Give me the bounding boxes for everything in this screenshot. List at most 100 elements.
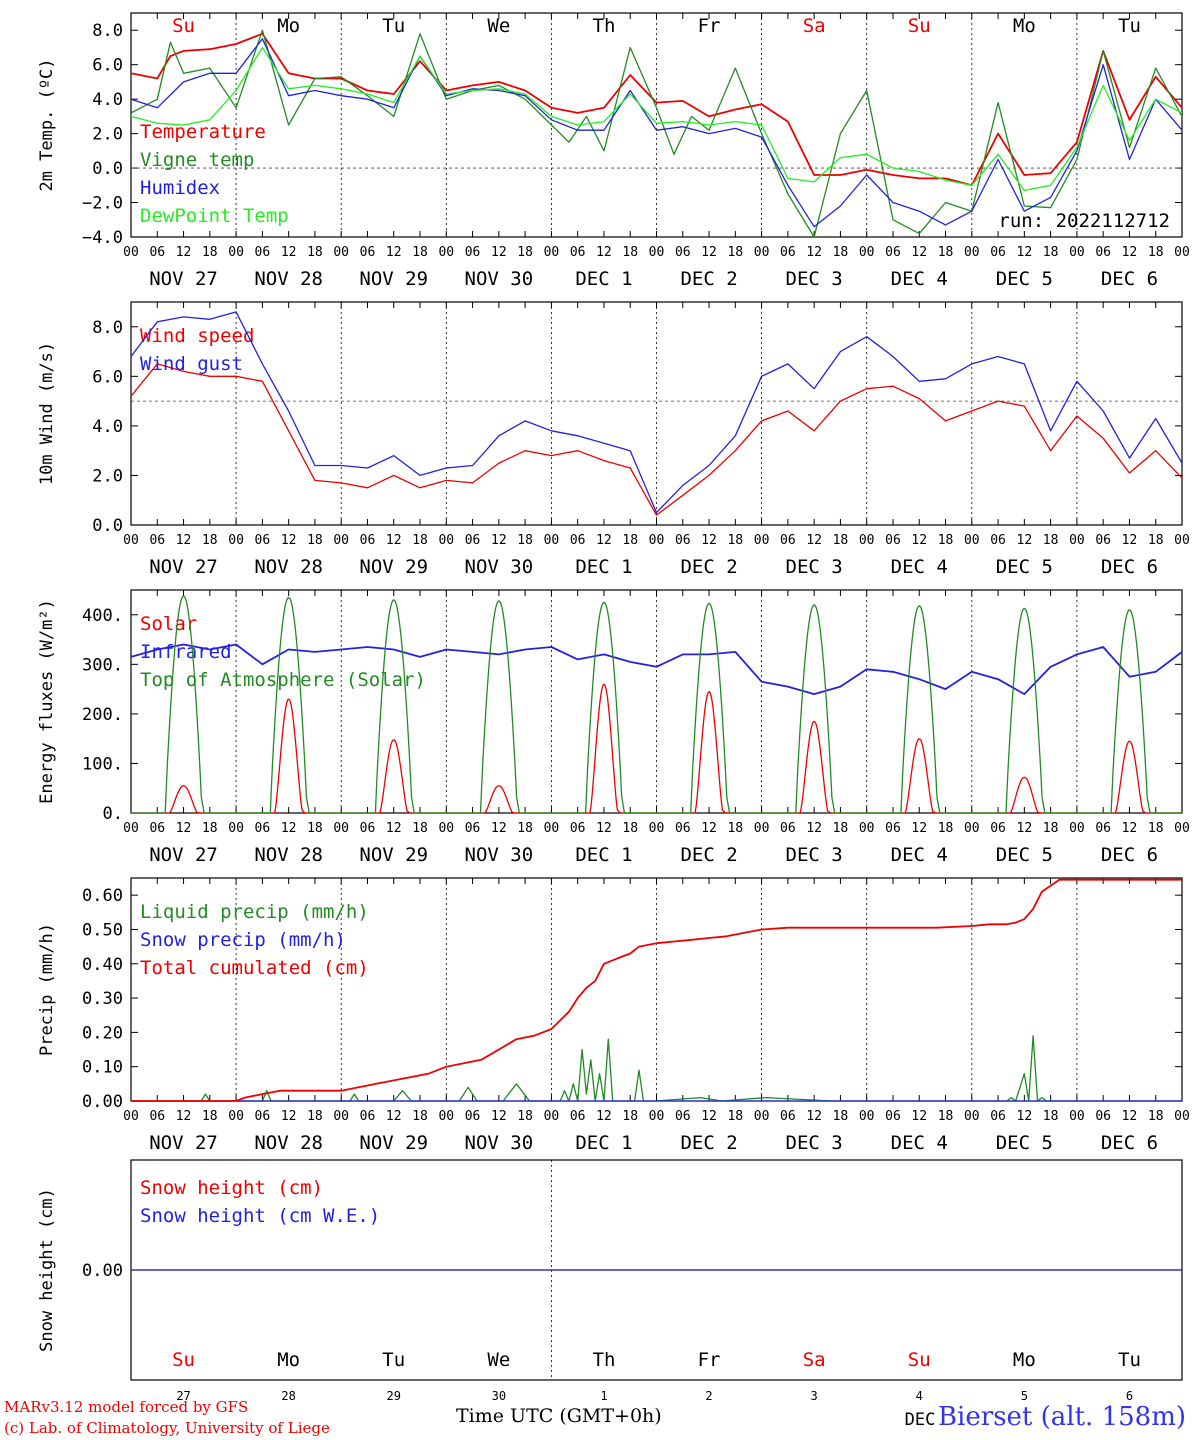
hour-tick-label: 12 <box>281 821 297 836</box>
hour-tick-label: 12 <box>701 245 717 260</box>
hour-tick-label: 12 <box>806 533 822 548</box>
hour-tick-label: 00 <box>859 533 875 548</box>
date-label: DEC 2 <box>680 268 737 290</box>
hour-tick-label: 00 <box>649 821 665 836</box>
hour-tick-label: 12 <box>176 245 192 260</box>
day-name-label: Tu <box>1118 1349 1141 1371</box>
panel-2: 8.0 6.0 4.0 2.0 0.0 10m Wind (m/s) 00 06 12 18 00 0… <box>37 301 1190 578</box>
hour-tick-label: 12 <box>491 1109 507 1124</box>
hour-tick-label: 06 <box>255 821 271 836</box>
hour-tick-label: 00 <box>544 1109 560 1124</box>
day-name-label: Mo <box>1013 1349 1036 1371</box>
hour-tick-label: 00 <box>1174 1109 1190 1124</box>
hour-tick-label: 06 <box>465 533 481 548</box>
y-axis-label: Energy fluxes (W/m²) <box>37 599 57 804</box>
legend-entry: Snow height (cm) <box>140 1177 323 1199</box>
hour-tick-label: 12 <box>1122 1109 1138 1124</box>
hour-tick-label: 12 <box>596 1109 612 1124</box>
y-axis-label: Precip (mm/h) <box>37 923 57 1056</box>
day-name-label: Tu <box>1118 15 1141 37</box>
hour-tick-label: 18 <box>727 533 743 548</box>
hour-tick-label: 00 <box>228 821 244 836</box>
hour-tick-label: 06 <box>885 245 901 260</box>
hour-tick-label: 06 <box>675 533 691 548</box>
date-label: DEC 4 <box>891 1132 948 1154</box>
hour-tick-label: 18 <box>412 1109 428 1124</box>
hour-tick-label: 06 <box>675 821 691 836</box>
run-label: run: 2022112712 <box>998 210 1170 232</box>
day-name-label: Su <box>172 1349 195 1371</box>
y-tick-label: 0.0 <box>92 516 123 536</box>
y-tick-label: 0.40 <box>82 955 123 975</box>
hour-tick-label: 06 <box>465 821 481 836</box>
date-label: NOV 30 <box>465 556 534 578</box>
date-label: DEC 6 <box>1101 268 1158 290</box>
hour-tick-label: 12 <box>281 245 297 260</box>
hour-tick-label: 06 <box>885 821 901 836</box>
day-number-label: 4 <box>916 1389 923 1403</box>
hour-tick-label: 12 <box>1017 245 1033 260</box>
date-label: DEC 6 <box>1101 844 1158 866</box>
series-wind-speed <box>130 363 1183 516</box>
hour-tick-label: 18 <box>412 533 428 548</box>
hour-tick-label: 00 <box>228 533 244 548</box>
date-label: DEC 2 <box>680 1132 737 1154</box>
day-name-label: Tu <box>382 15 405 37</box>
hour-tick-label: 06 <box>990 821 1006 836</box>
hour-tick-label: 06 <box>675 245 691 260</box>
hour-tick-label: 06 <box>360 1109 376 1124</box>
hour-tick-label: 06 <box>149 1109 165 1124</box>
hour-tick-label: 18 <box>727 1109 743 1124</box>
legend-entry: Solar <box>140 613 197 635</box>
hour-tick-label: 12 <box>911 533 927 548</box>
hour-tick-label: 00 <box>964 1109 980 1124</box>
y-tick-label: 8.0 <box>92 318 123 338</box>
hour-tick-label: 18 <box>202 245 218 260</box>
hour-tick-label: 18 <box>1043 821 1059 836</box>
hour-tick-label: 12 <box>1017 1109 1033 1124</box>
station-label: Bierset (alt. 158m) <box>937 1402 1186 1432</box>
hour-tick-label: 12 <box>386 245 402 260</box>
hour-tick-label: 06 <box>1095 245 1111 260</box>
hour-tick-label: 18 <box>517 245 533 260</box>
y-tick-label: 0. <box>103 804 123 824</box>
hour-tick-label: 18 <box>517 1109 533 1124</box>
day-number-label: 3 <box>811 1389 818 1403</box>
hour-tick-label: 18 <box>307 1109 323 1124</box>
date-label: DEC 3 <box>786 844 843 866</box>
hour-tick-label: 12 <box>596 821 612 836</box>
date-label: DEC 4 <box>891 844 948 866</box>
hour-tick-label: 00 <box>649 533 665 548</box>
legend-entry: Humidex <box>140 177 220 199</box>
date-label: NOV 30 <box>465 844 534 866</box>
hour-tick-label: 00 <box>859 821 875 836</box>
date-label: NOV 29 <box>359 556 428 578</box>
day-name-label: Th <box>593 1349 616 1371</box>
day-name-label: Sa <box>803 15 826 37</box>
y-tick-label: 0.00 <box>82 1261 123 1281</box>
hour-tick-label: 06 <box>780 533 796 548</box>
hour-tick-label: 06 <box>570 821 586 836</box>
hour-tick-label: 18 <box>833 245 849 260</box>
day-name-label: Su <box>908 15 931 37</box>
y-tick-label: 2.0 <box>92 125 123 145</box>
y-tick-label: 0.20 <box>82 1023 123 1043</box>
day-name-label: Mo <box>1013 15 1036 37</box>
hour-tick-label: 06 <box>360 533 376 548</box>
series-total-cumulated-cm- <box>131 878 1182 1102</box>
hour-tick-label: 00 <box>333 245 349 260</box>
hour-tick-label: 18 <box>622 533 638 548</box>
date-label: DEC 1 <box>575 268 632 290</box>
date-label: NOV 28 <box>254 268 323 290</box>
hour-tick-label: 00 <box>1174 533 1190 548</box>
date-label: NOV 29 <box>359 1132 428 1154</box>
date-label: NOV 30 <box>465 1132 534 1154</box>
date-label: DEC 1 <box>575 844 632 866</box>
date-label: DEC 3 <box>786 556 843 578</box>
hour-tick-label: 06 <box>780 821 796 836</box>
y-tick-label: 200. <box>82 705 123 725</box>
legend-entry: Snow height (cm W.E.) <box>140 1205 380 1227</box>
hour-tick-label: 00 <box>754 245 770 260</box>
hour-tick-label: 00 <box>438 1109 454 1124</box>
hour-tick-label: 18 <box>938 821 954 836</box>
